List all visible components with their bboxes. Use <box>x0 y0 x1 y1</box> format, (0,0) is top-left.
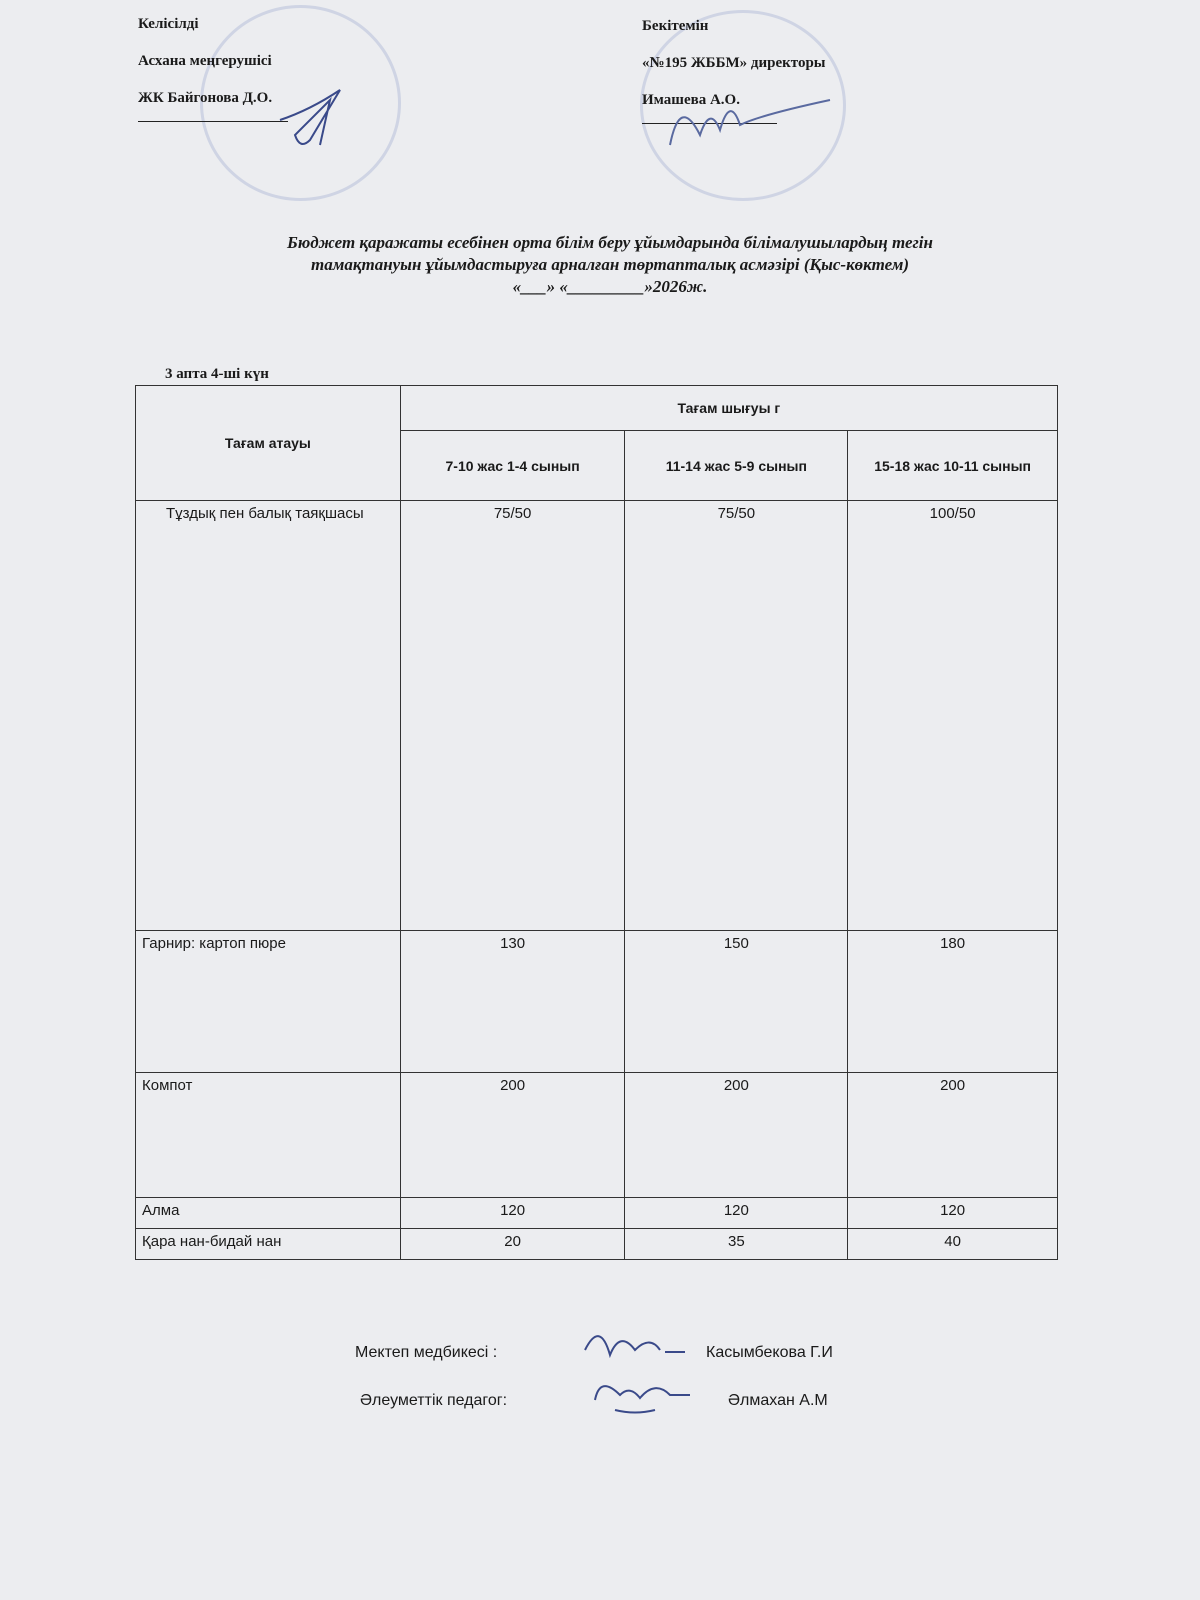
cell-value: 200 <box>399 1072 626 1198</box>
stamp-right <box>640 10 846 201</box>
col-header-group: Тағам шығуы г <box>399 385 1059 431</box>
cell-value: 180 <box>847 930 1058 1073</box>
table-row: Гарнир: картоп пюре 130 150 180 <box>135 930 1058 1073</box>
day-label: 3 апта 4-ші күн <box>165 366 269 382</box>
approval-right-position: «№195 ЖББМ» директоры <box>642 55 826 71</box>
cell-value: 40 <box>847 1228 1058 1260</box>
title-line-1: Бюджет қаражаты есебінен орта білім беру… <box>287 233 933 252</box>
dish-name: Компот <box>135 1072 401 1198</box>
approval-left-name: ЖК Байгонова Д.О. <box>138 90 273 106</box>
menu-table: Тағам атауы Тағам шығуы г 7-10 жас 1-4 с… <box>135 385 1059 1260</box>
col-header: 7-10 жас 1-4 сынып <box>399 430 626 501</box>
stamp-left <box>200 5 401 201</box>
title-line-2: тамақтануын ұйымдастыруға арналған төрта… <box>310 255 910 274</box>
title-line-3: «___» «_________»2026ж. <box>512 277 708 296</box>
col-header: 15-18 жас 10-11 сынып <box>847 430 1058 501</box>
cell-value: 200 <box>624 1072 849 1198</box>
table-row: Алма 120 120 120 <box>135 1197 1058 1229</box>
cell-value: 100/50 <box>847 500 1058 931</box>
signature-role-pedagogue: Әлеуметтік педагог: <box>360 1392 508 1409</box>
signature-role-nurse: Мектеп медбикесі : <box>355 1344 498 1361</box>
dish-name: Гарнир: картоп пюре <box>135 930 401 1073</box>
cell-value: 150 <box>624 930 849 1073</box>
approval-left: Келісілді Асхана меңгерушісі ЖК Байгонов… <box>138 6 288 122</box>
dish-name: Қара нан-бидай нан <box>135 1228 401 1260</box>
cell-value: 120 <box>624 1197 849 1229</box>
signature-pedagogue <box>594 1385 690 1414</box>
cell-value: 130 <box>399 930 626 1073</box>
cell-value: 75/50 <box>624 500 849 931</box>
table-row: Компот 200 200 200 <box>135 1072 1058 1198</box>
signature-nurse <box>584 1335 685 1359</box>
approval-right-heading: Бекітемін <box>642 18 709 34</box>
dish-name: Тұздық пен балық таяқшасы <box>135 500 401 931</box>
cell-value: 75/50 <box>399 500 626 931</box>
approval-left-position: Асхана меңгерушісі <box>138 53 272 69</box>
cell-value: 200 <box>847 1072 1058 1198</box>
dish-name: Алма <box>135 1197 401 1229</box>
table-row: Қара нан-бидай нан 20 35 40 <box>135 1228 1058 1260</box>
cell-value: 120 <box>847 1197 1058 1229</box>
approval-right-name: Имашева А.О. <box>642 92 740 108</box>
col-header: 11-14 жас 5-9 сынып <box>624 430 849 501</box>
cell-value: 35 <box>624 1228 849 1260</box>
signature-name-pedagogue: Әлмахан А.М <box>728 1392 828 1409</box>
approval-right: Бекітемін «№195 ЖББМ» директоры Имашева … <box>642 8 826 124</box>
table-row: Тұздық пен балық таяқшасы 75/50 75/50 10… <box>135 500 1058 931</box>
col-header-name: Тағам атауы <box>135 385 401 501</box>
approval-left-heading: Келісілді <box>138 16 199 32</box>
cell-value: 20 <box>399 1228 626 1260</box>
cell-value: 120 <box>399 1197 626 1229</box>
signature-right <box>669 99 831 146</box>
signature-left <box>279 89 341 146</box>
signature-name-nurse: Касымбекова Г.И <box>706 1344 833 1361</box>
document-title: Бюджет қаражаты есебінен орта білім беру… <box>150 232 1070 298</box>
